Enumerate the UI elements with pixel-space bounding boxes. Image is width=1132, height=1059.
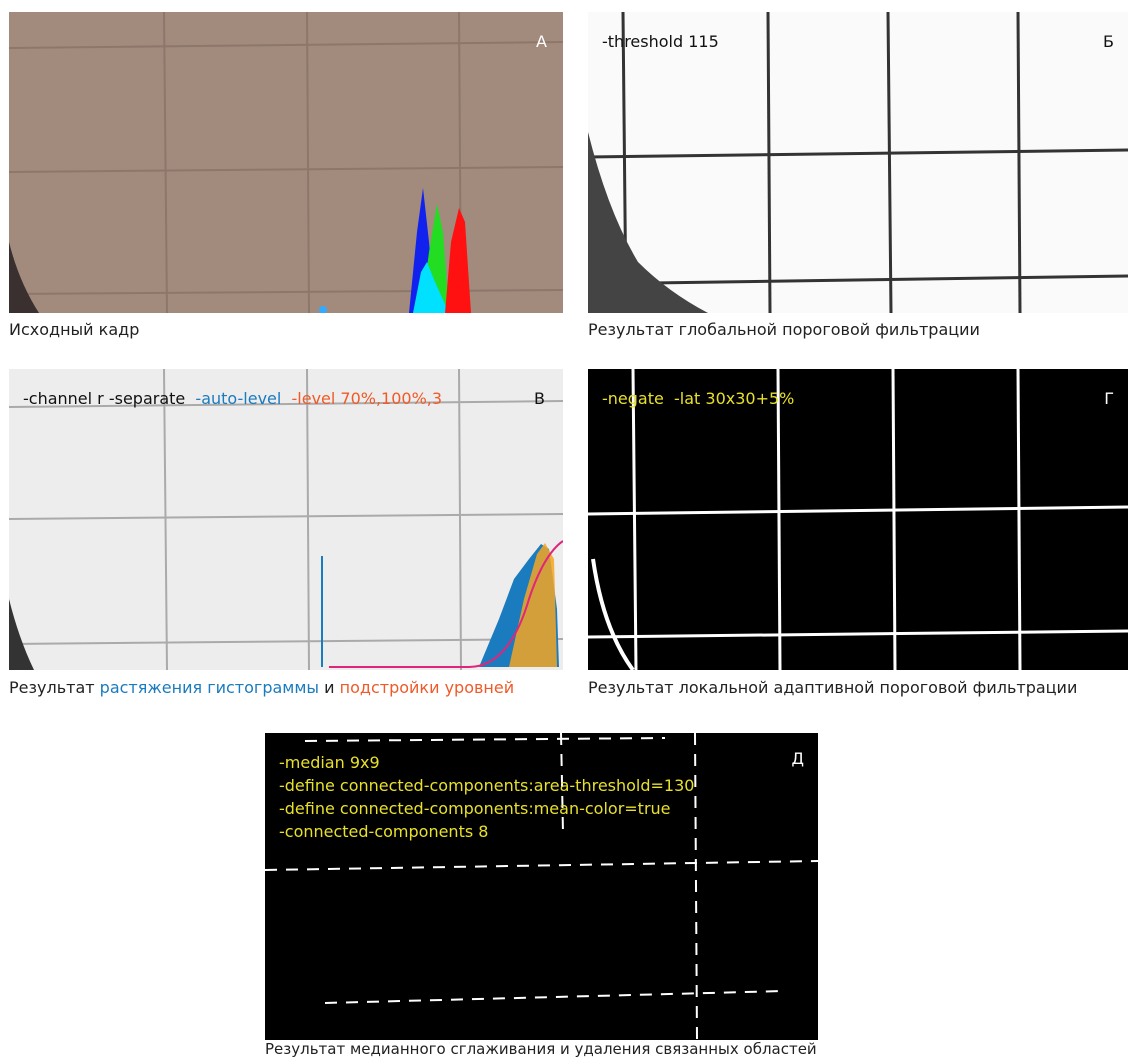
image-threshold	[588, 12, 1128, 313]
panel-letter: Д	[791, 749, 805, 768]
panel-a: А	[9, 12, 563, 313]
image-local-threshold	[588, 369, 1128, 670]
overlay-text: -median 9x9 -define connected-components…	[279, 751, 694, 843]
overlay-line: -define connected-components:area-thresh…	[279, 776, 695, 795]
caption-part: подстройки уровней	[339, 678, 515, 697]
caption: Исходный кадр	[9, 320, 140, 339]
overlay-part: -auto-level	[195, 389, 282, 408]
panel-letter: Г	[1104, 389, 1114, 408]
overlay-line: -connected-components 8	[279, 822, 489, 841]
caption: Результат растяжения гистограммы и подст…	[9, 678, 514, 697]
caption: Результат глобальной пороговой фильтраци…	[588, 320, 980, 339]
image-original	[9, 12, 563, 313]
caption-part: и	[324, 678, 335, 697]
panel-letter: А	[536, 32, 547, 51]
panel-letter: В	[534, 389, 545, 408]
overlay-text: -channel r -separate -auto-level -level …	[23, 389, 442, 408]
image-levels	[9, 369, 563, 670]
caption: Результат медианного сглаживания и удале…	[265, 1040, 817, 1058]
overlay-text: -threshold 115	[602, 32, 719, 51]
caption-part: растяжения гистограммы	[99, 678, 320, 697]
panel-letter: Б	[1103, 32, 1114, 51]
image-median	[265, 733, 818, 1040]
overlay-line: -define connected-components:mean-color=…	[279, 799, 671, 818]
overlay-part: -channel r -separate	[23, 389, 186, 408]
panel-b: -threshold 115 Б	[588, 12, 1128, 313]
panel-d: -median 9x9 -define connected-components…	[265, 733, 818, 1040]
panel-v: -channel r -separate -auto-level -level …	[9, 369, 563, 670]
caption: Результат локальной адаптивной пороговой…	[588, 678, 1078, 697]
panel-g: -negate -lat 30x30+5% Г	[588, 369, 1128, 670]
caption-part: Результат	[9, 678, 95, 697]
overlay-text: -negate -lat 30x30+5%	[602, 389, 795, 408]
overlay-part: -level 70%,100%,3	[291, 389, 443, 408]
overlay-line: -median 9x9	[279, 753, 380, 772]
